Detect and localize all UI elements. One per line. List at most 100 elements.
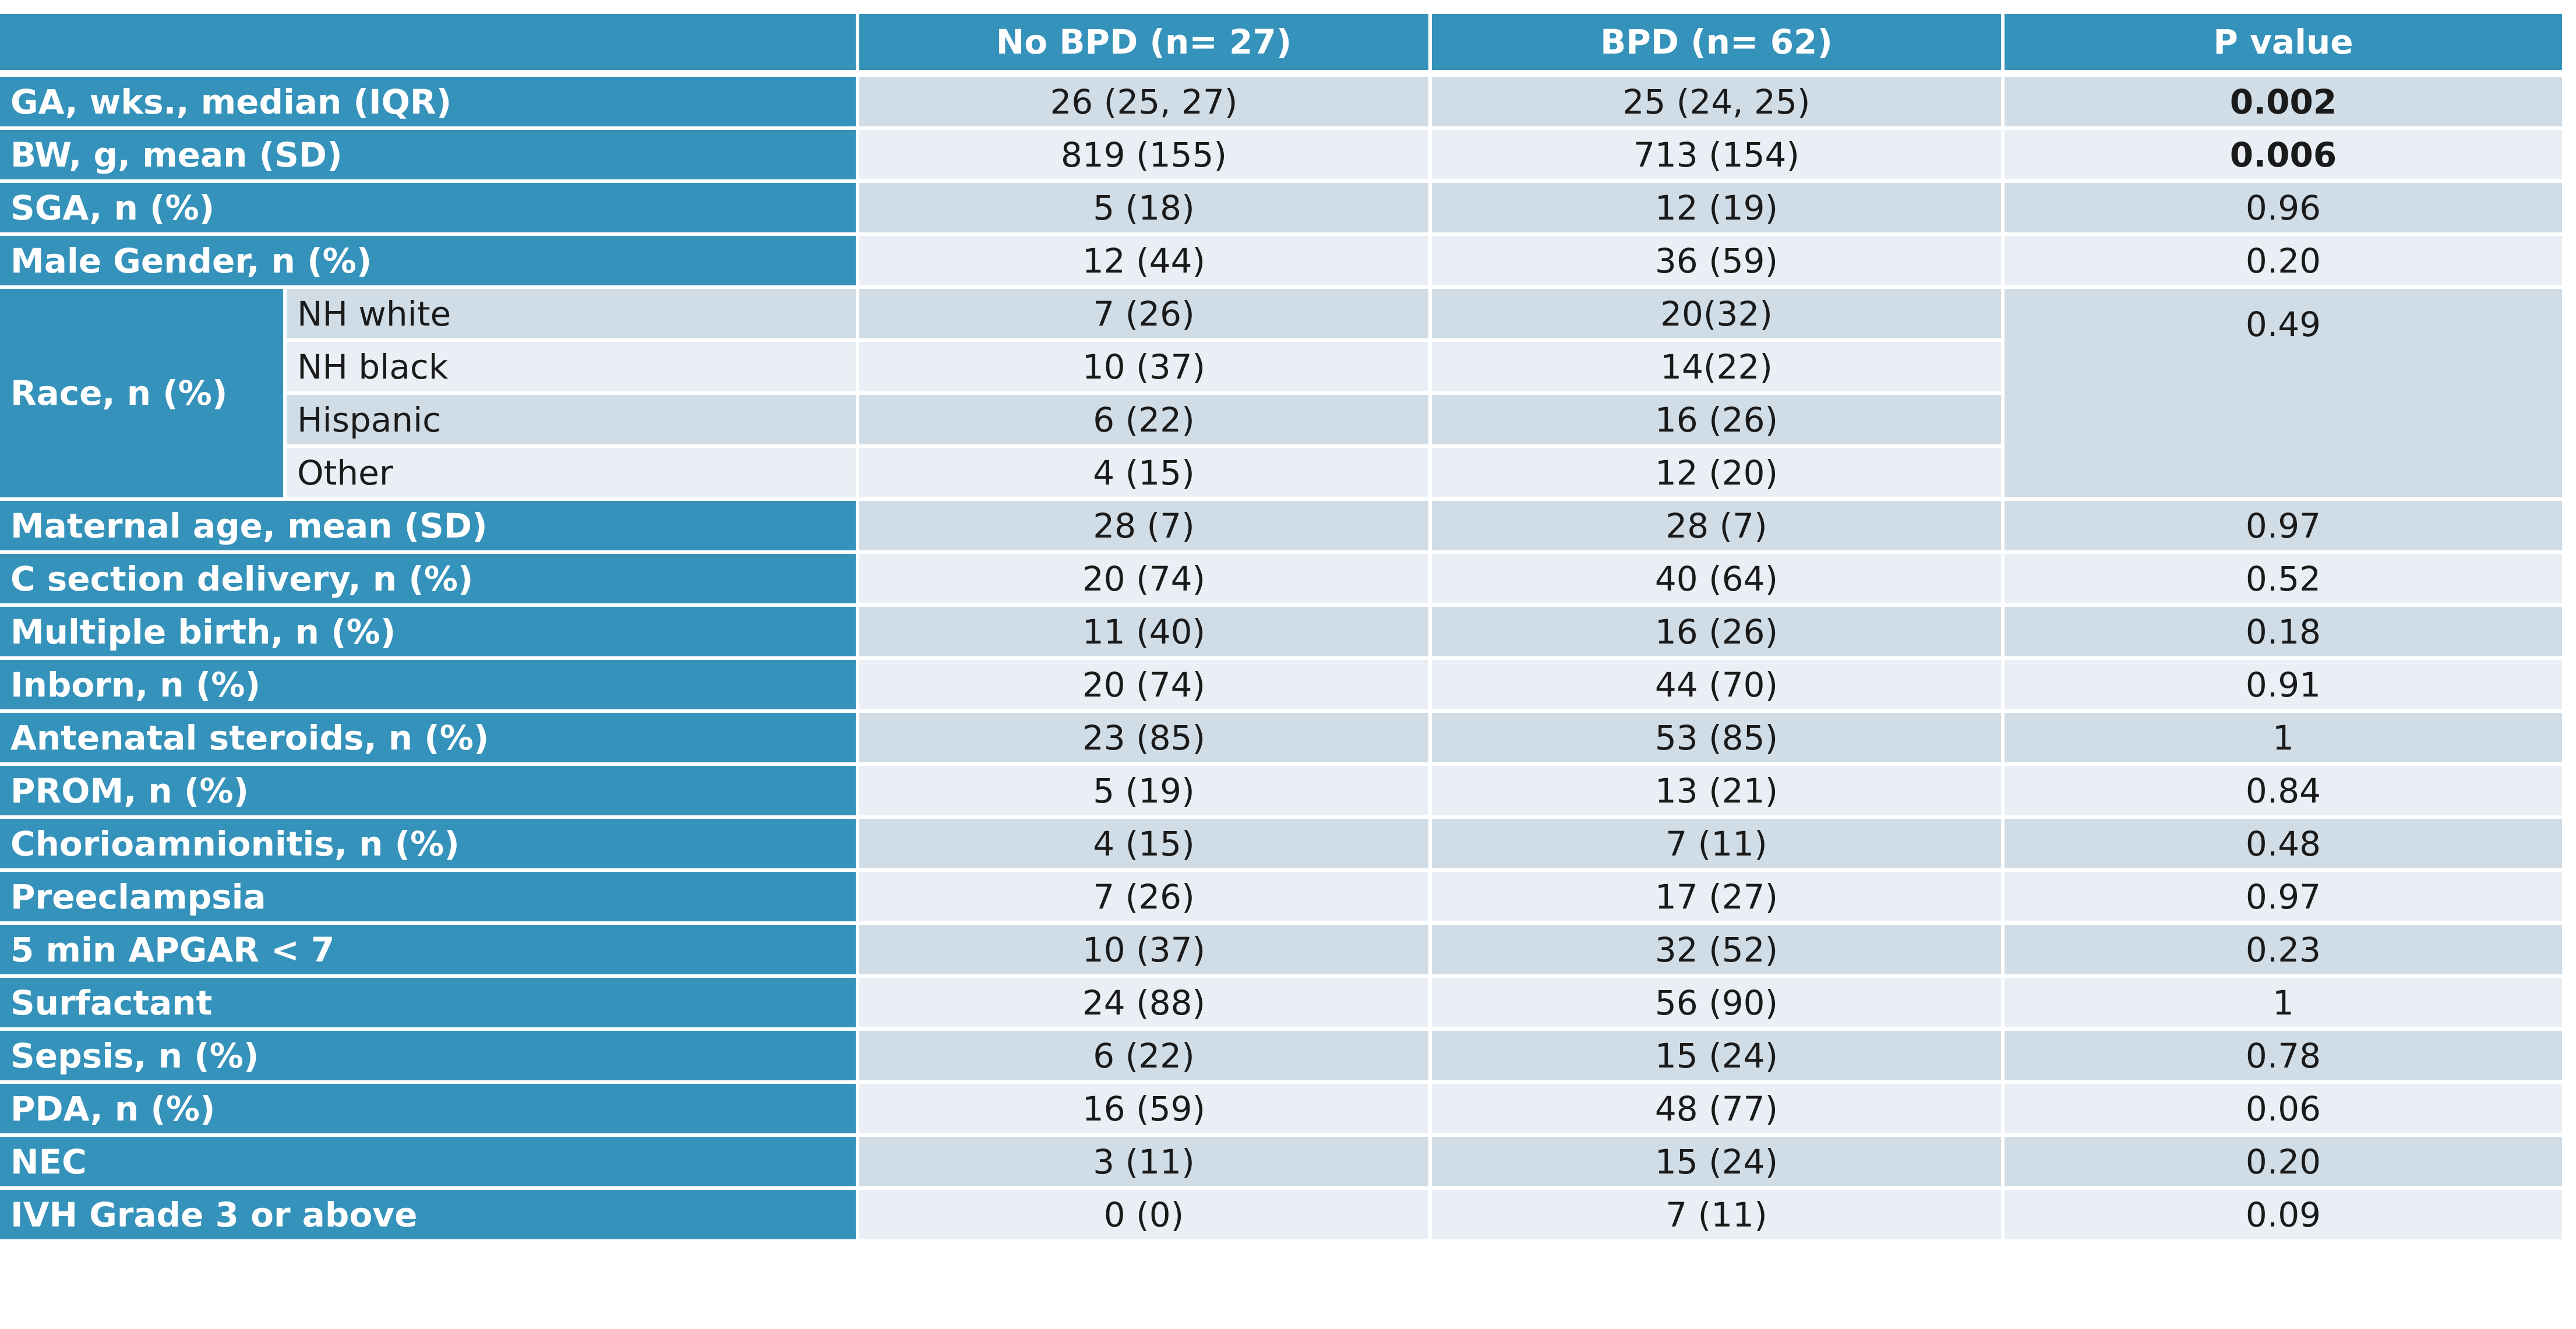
table-row: Male Gender, n (%) 12 (44) 36 (59) 0.20 [0,236,2566,289]
cell-no-bpd: 0 (0) [859,1190,1432,1243]
table-row: Chorioamnionitis, n (%) 4 (15) 7 (11) 0.… [0,819,2566,872]
row-label: Maternal age, mean (SD) [0,501,859,554]
table-row-race: Other 4 (15) 12 (20) [0,448,2566,501]
cell-p-value: 0.96 [2005,183,2566,236]
cell-p-value: 1 [2005,713,2566,766]
cell-no-bpd: 4 (15) [859,448,1432,501]
cell-bpd: 12 (19) [1432,183,2005,236]
cell-no-bpd: 3 (11) [859,1137,1432,1190]
table-row-race: Race, n (%) NH white 7 (26) 20(32) 0.49 [0,289,2566,501]
cell-p-value: 0.91 [2005,660,2566,713]
cell-no-bpd: 24 (88) [859,978,1432,1031]
race-label: Race, n (%) [0,289,287,501]
table-row: BW, g, mean (SD) 819 (155) 713 (154) 0.0… [0,130,2566,183]
cell-p-value: 0.84 [2005,766,2566,819]
cell-no-bpd: 5 (19) [859,766,1432,819]
cell-no-bpd: 6 (22) [859,1031,1432,1084]
row-label: 5 min APGAR < 7 [0,925,859,978]
cell-bpd: 14(22) [1432,342,2005,395]
cell-bpd: 16 (26) [1432,395,2005,448]
table-row: Antenatal steroids, n (%) 23 (85) 53 (85… [0,713,2566,766]
table-row: NEC 3 (11) 15 (24) 0.20 [0,1137,2566,1190]
cell-bpd: 53 (85) [1432,713,2005,766]
table-row: 5 min APGAR < 7 10 (37) 32 (52) 0.23 [0,925,2566,978]
baseline-characteristics-table: No BPD (n= 27) BPD (n= 62) P value GA, w… [0,14,2566,1243]
cell-bpd: 15 (24) [1432,1137,2005,1190]
row-label: PROM, n (%) [0,766,859,819]
cell-bpd: 713 (154) [1432,130,2005,183]
table-row: C section delivery, n (%) 20 (74) 40 (64… [0,554,2566,607]
row-label: PDA, n (%) [0,1084,859,1137]
cell-no-bpd: 28 (7) [859,501,1432,554]
cell-no-bpd: 11 (40) [859,607,1432,660]
cell-no-bpd: 5 (18) [859,183,1432,236]
cell-no-bpd: 10 (37) [859,925,1432,978]
row-label: Sepsis, n (%) [0,1031,859,1084]
cell-no-bpd: 7 (26) [859,872,1432,925]
table-row: Inborn, n (%) 20 (74) 44 (70) 0.91 [0,660,2566,713]
cell-bpd: 56 (90) [1432,978,2005,1031]
cell-no-bpd: 20 (74) [859,660,1432,713]
row-label: Antenatal steroids, n (%) [0,713,859,766]
cell-p-value: 0.20 [2005,236,2566,289]
cell-bpd: 7 (11) [1432,819,2005,872]
header-blank-cell [0,14,859,77]
cell-p-value: 0.78 [2005,1031,2566,1084]
cell-p-value: 0.48 [2005,819,2566,872]
cell-bpd: 32 (52) [1432,925,2005,978]
cell-no-bpd: 4 (15) [859,819,1432,872]
row-label: IVH Grade 3 or above [0,1190,859,1243]
row-label: GA, wks., median (IQR) [0,77,859,130]
race-subgroup-label: Other [287,448,859,501]
cell-p-value: 1 [2005,978,2566,1031]
cell-no-bpd: 23 (85) [859,713,1432,766]
row-label: NEC [0,1137,859,1190]
cell-p-value: 0.006 [2005,130,2566,183]
cell-p-value: 0.97 [2005,872,2566,925]
cell-p-value: 0.18 [2005,607,2566,660]
cell-no-bpd: 26 (25, 27) [859,77,1432,130]
table-row: Multiple birth, n (%) 11 (40) 16 (26) 0.… [0,607,2566,660]
header-p-value: P value [2005,14,2566,77]
cell-no-bpd: 6 (22) [859,395,1432,448]
table-row: SGA, n (%) 5 (18) 12 (19) 0.96 [0,183,2566,236]
row-label: Surfactant [0,978,859,1031]
table-row: Sepsis, n (%) 6 (22) 15 (24) 0.78 [0,1031,2566,1084]
cell-bpd: 25 (24, 25) [1432,77,2005,130]
cell-bpd: 7 (11) [1432,1190,2005,1243]
header-no-bpd: No BPD (n= 27) [859,14,1432,77]
row-label: BW, g, mean (SD) [0,130,859,183]
cell-p-value: 0.06 [2005,1084,2566,1137]
cell-p-value: 0.20 [2005,1137,2566,1190]
cell-no-bpd: 7 (26) [859,289,1432,342]
cell-p-value: 0.002 [2005,77,2566,130]
cell-bpd: 40 (64) [1432,554,2005,607]
table-row: IVH Grade 3 or above 0 (0) 7 (11) 0.09 [0,1190,2566,1243]
cell-no-bpd: 16 (59) [859,1084,1432,1137]
table-row: Preeclampsia 7 (26) 17 (27) 0.97 [0,872,2566,925]
header-bpd: BPD (n= 62) [1432,14,2005,77]
cell-bpd: 12 (20) [1432,448,2005,501]
cell-p-value: 0.52 [2005,554,2566,607]
header-row: No BPD (n= 27) BPD (n= 62) P value [0,14,2566,77]
cell-p-value: 0.97 [2005,501,2566,554]
race-subgroup-label: NH black [287,342,859,395]
race-subgroup-label: NH white [287,289,859,342]
table-row: GA, wks., median (IQR) 26 (25, 27) 25 (2… [0,77,2566,130]
table-row: PDA, n (%) 16 (59) 48 (77) 0.06 [0,1084,2566,1137]
cell-no-bpd: 12 (44) [859,236,1432,289]
row-label: C section delivery, n (%) [0,554,859,607]
cell-bpd: 16 (26) [1432,607,2005,660]
row-label: Preeclampsia [0,872,859,925]
table-row: PROM, n (%) 5 (19) 13 (21) 0.84 [0,766,2566,819]
table-row-race: Hispanic 6 (22) 16 (26) [0,395,2566,448]
row-label: Male Gender, n (%) [0,236,859,289]
row-label: Multiple birth, n (%) [0,607,859,660]
race-p-value: 0.49 [2005,289,2566,501]
row-label: Inborn, n (%) [0,660,859,713]
cell-bpd: 36 (59) [1432,236,2005,289]
cell-bpd: 44 (70) [1432,660,2005,713]
cell-no-bpd: 819 (155) [859,130,1432,183]
cell-bpd: 20(32) [1432,289,2005,342]
row-label: Chorioamnionitis, n (%) [0,819,859,872]
